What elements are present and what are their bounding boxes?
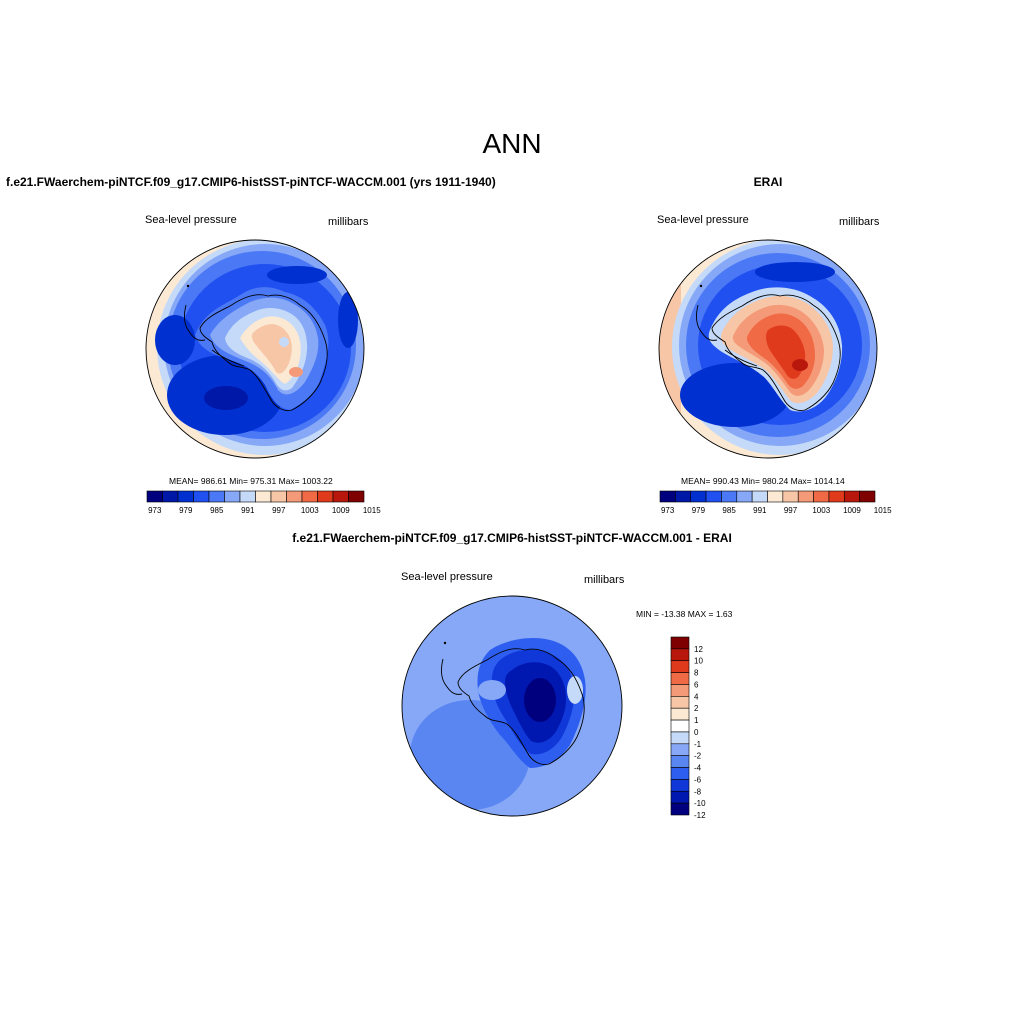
model-colorbar-tick-label: 1003 xyxy=(301,506,319,515)
diff-colorbar-swatch xyxy=(670,707,690,721)
diff-units-label: millibars xyxy=(584,574,625,586)
diff-colorbar-tick-label: 12 xyxy=(694,645,703,654)
diff-colorbar-swatch xyxy=(670,648,690,662)
obs-colorbar-swatch xyxy=(751,490,768,503)
diff-colorbar-tick-label: 1 xyxy=(694,716,699,725)
obs-colorbar-tick-label: 973 xyxy=(661,506,675,515)
obs-variable-label: Sea-level pressure xyxy=(657,214,749,226)
diff-colorbar-tick-label: 4 xyxy=(694,692,699,701)
model-colorbar-swatch xyxy=(255,490,272,503)
model-colorbar-swatch xyxy=(301,490,318,503)
model-colorbar-tick-label: 1009 xyxy=(332,506,350,515)
diff-colorbar-tick-label: -12 xyxy=(694,811,706,820)
obs-colorbar-swatch xyxy=(736,490,753,503)
diff-stats: MIN = -13.38 MAX = 1.63 xyxy=(636,609,733,619)
model-colorbar-swatch xyxy=(177,490,194,503)
obs-colorbar-swatch xyxy=(690,490,707,503)
diff-slp-map xyxy=(401,595,623,817)
diff-colorbar-swatch xyxy=(670,779,690,792)
diff-colorbar-swatch xyxy=(670,743,690,756)
model-colorbar-tick-label: 973 xyxy=(148,506,162,515)
diff-colorbar-swatch xyxy=(670,767,690,780)
obs-units-label: millibars xyxy=(839,216,880,228)
diff-colorbar-swatch xyxy=(670,672,690,685)
diff-colorbar-swatch xyxy=(670,790,690,804)
diff-colorbar-tick-label: 6 xyxy=(694,680,699,689)
model-colorbar-tick-label: 1015 xyxy=(363,506,381,515)
diff-colorbar-swatch xyxy=(670,660,690,673)
model-panel-title: f.e21.FWaerchem-piNTCF.f09_g17.CMIP6-his… xyxy=(6,175,496,189)
diff-colorbar-tick-label: -10 xyxy=(694,799,706,808)
diff-panel-title: f.e21.FWaerchem-piNTCF.f09_g17.CMIP6-his… xyxy=(292,531,732,545)
obs-colorbar-swatch xyxy=(782,490,799,503)
diff-colorbar-tick-label: 8 xyxy=(694,669,699,678)
obs-colorbar-swatch xyxy=(859,490,876,503)
season-title: ANN xyxy=(482,128,542,159)
obs-panel-title: ERAI xyxy=(753,175,783,189)
model-colorbar-swatch xyxy=(286,490,303,503)
obs-colorbar-swatch xyxy=(797,490,814,503)
diff-colorbar-swatch xyxy=(670,802,690,816)
diff-colorbar-tick-label: 2 xyxy=(694,704,699,713)
model-colorbar-tick-label: 979 xyxy=(179,506,193,515)
obs-colorbar-swatch xyxy=(659,490,676,503)
diff-colorbar-tick-label: -8 xyxy=(694,787,702,796)
obs-colorbar-swatch xyxy=(767,490,784,503)
obs-colorbar-swatch xyxy=(721,490,738,503)
obs-colorbar: 973 979 985 991 997 1003 1009 1015 xyxy=(659,490,892,515)
obs-colorbar-swatch xyxy=(705,490,722,503)
diff-colorbar-swatch xyxy=(670,636,690,650)
diff-colorbar-tick-label: 0 xyxy=(694,728,699,737)
model-colorbar-swatch xyxy=(332,490,349,503)
diff-colorbar-swatch xyxy=(670,719,690,733)
model-stats: MEAN= 986.61 Min= 975.31 Max= 1003.22 xyxy=(169,476,333,486)
obs-colorbar-tick-label: 991 xyxy=(753,506,767,515)
diff-colorbar-swatch xyxy=(670,755,690,768)
model-colorbar-tick-label: 991 xyxy=(241,506,255,515)
model-colorbar-tick-label: 997 xyxy=(272,506,286,515)
model-units-label: millibars xyxy=(328,216,369,228)
diff-colorbar-tick-label: -2 xyxy=(694,752,702,761)
obs-colorbar-tick-label: 1015 xyxy=(874,506,892,515)
diff-variable-label: Sea-level pressure xyxy=(401,571,493,583)
diff-colorbar-tick-label: -4 xyxy=(694,764,702,773)
obs-colorbar-tick-label: 1003 xyxy=(812,506,830,515)
model-colorbar: 973 979 985 991 997 1003 1009 1015 xyxy=(146,490,381,515)
model-colorbar-swatch xyxy=(193,490,210,503)
diff-colorbar-tick-label: 10 xyxy=(694,657,703,666)
model-colorbar-tick-label: 985 xyxy=(210,506,224,515)
diff-colorbar-swatch xyxy=(670,731,690,745)
model-slp-map xyxy=(145,239,365,459)
obs-colorbar-swatch xyxy=(843,490,860,503)
obs-colorbar-tick-label: 1009 xyxy=(843,506,861,515)
diff-colorbar-tick-label: -1 xyxy=(694,740,702,749)
obs-colorbar-tick-label: 979 xyxy=(692,506,706,515)
diff-colorbar-tick-label: -6 xyxy=(694,775,702,784)
diff-colorbar-swatch xyxy=(670,696,690,709)
model-colorbar-swatch xyxy=(146,490,163,503)
model-variable-label: Sea-level pressure xyxy=(145,214,237,226)
model-colorbar-swatch xyxy=(270,490,287,503)
model-colorbar-swatch xyxy=(162,490,179,503)
model-colorbar-swatch xyxy=(317,490,334,503)
obs-colorbar-swatch xyxy=(813,490,830,503)
model-colorbar-swatch xyxy=(224,490,241,503)
model-colorbar-swatch xyxy=(348,490,365,503)
obs-slp-map xyxy=(658,239,878,459)
obs-colorbar-swatch xyxy=(675,490,692,503)
diff-colorbar-swatch xyxy=(670,684,690,697)
obs-colorbar-tick-label: 985 xyxy=(722,506,736,515)
model-colorbar-swatch xyxy=(239,490,256,503)
obs-colorbar-swatch xyxy=(828,490,845,503)
model-colorbar-swatch xyxy=(208,490,225,503)
obs-stats: MEAN= 990.43 Min= 980.24 Max= 1014.14 xyxy=(681,476,845,486)
obs-colorbar-tick-label: 997 xyxy=(784,506,798,515)
